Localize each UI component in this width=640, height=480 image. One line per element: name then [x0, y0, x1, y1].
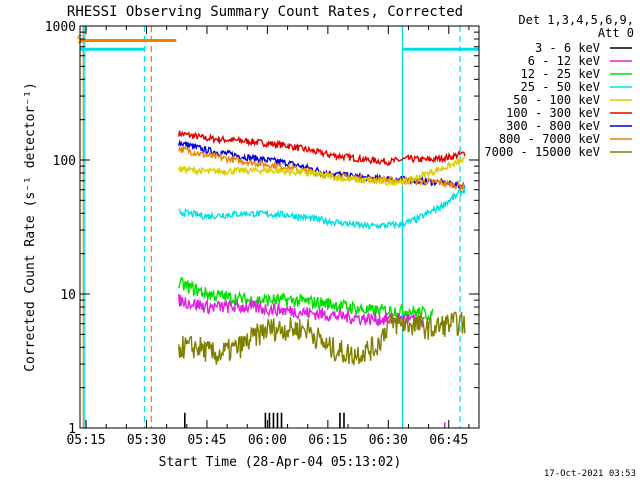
series-line-25-50-kev [178, 187, 466, 230]
chart-title: RHESSI Observing Summary Count Rates, Co… [67, 4, 463, 20]
legend-label-7: 800 - 7000 keV [499, 132, 600, 146]
x-tick-label-1: 05:30 [127, 433, 166, 448]
legend-label-4: 50 - 100 keV [513, 93, 600, 107]
x-tick-label-3: 06:00 [248, 433, 287, 448]
legend-header-attenuator: Att 0 [598, 26, 634, 40]
x-axis-label: Start Time (28-Apr-04 05:13:02) [159, 455, 402, 470]
series-line-6-12-kev [178, 293, 426, 328]
legend-label-0: 3 - 6 keV [535, 41, 600, 55]
legend-label-6: 300 - 800 keV [506, 119, 600, 133]
series-line-12-25-kev [178, 277, 434, 321]
legend-header-detectors: Det 1,3,4,5,6,9, [518, 13, 634, 27]
series-line-7000-15000-kev [178, 311, 466, 366]
legend-label-2: 12 - 25 keV [521, 67, 600, 81]
footer-timestamp: 17-Oct-2021 03:53 [544, 469, 636, 479]
plot-area: S [77, 26, 479, 428]
x-tick-label-4: 06:15 [308, 433, 347, 448]
x-axis: 05:15 05:30 05:45 06:00 06:15 06:30 06:45 [66, 26, 470, 448]
y-tick-label-1: 10 [60, 288, 76, 303]
series-line-800-7000-kev [178, 144, 466, 192]
legend-label-1: 6 - 12 keV [528, 54, 600, 68]
y-axis: 1 10 100 1000 [45, 20, 479, 437]
series-line-50-100-kev [178, 156, 466, 187]
x-tick-label-0: 05:15 [66, 433, 105, 448]
x-tick-label-2: 05:45 [187, 433, 226, 448]
y-tick-label-2: 100 [53, 154, 76, 169]
plot-frame [79, 25, 480, 429]
y-tick-label-0: 1 [68, 422, 76, 437]
x-tick-label-5: 06:30 [369, 433, 408, 448]
legend-label-5: 100 - 300 keV [506, 106, 600, 120]
legend-label-3: 25 - 50 keV [521, 80, 600, 94]
series-line-100-300-kev [178, 130, 466, 166]
legend-label-8: 7000 - 15000 keV [484, 145, 600, 159]
y-axis-label: Corrected Count Rate (s⁻¹ detector⁻¹) [23, 82, 38, 372]
y-tick-label-3: 1000 [45, 20, 76, 35]
x-tick-label-6: 06:45 [429, 433, 468, 448]
plot-content [80, 26, 479, 428]
